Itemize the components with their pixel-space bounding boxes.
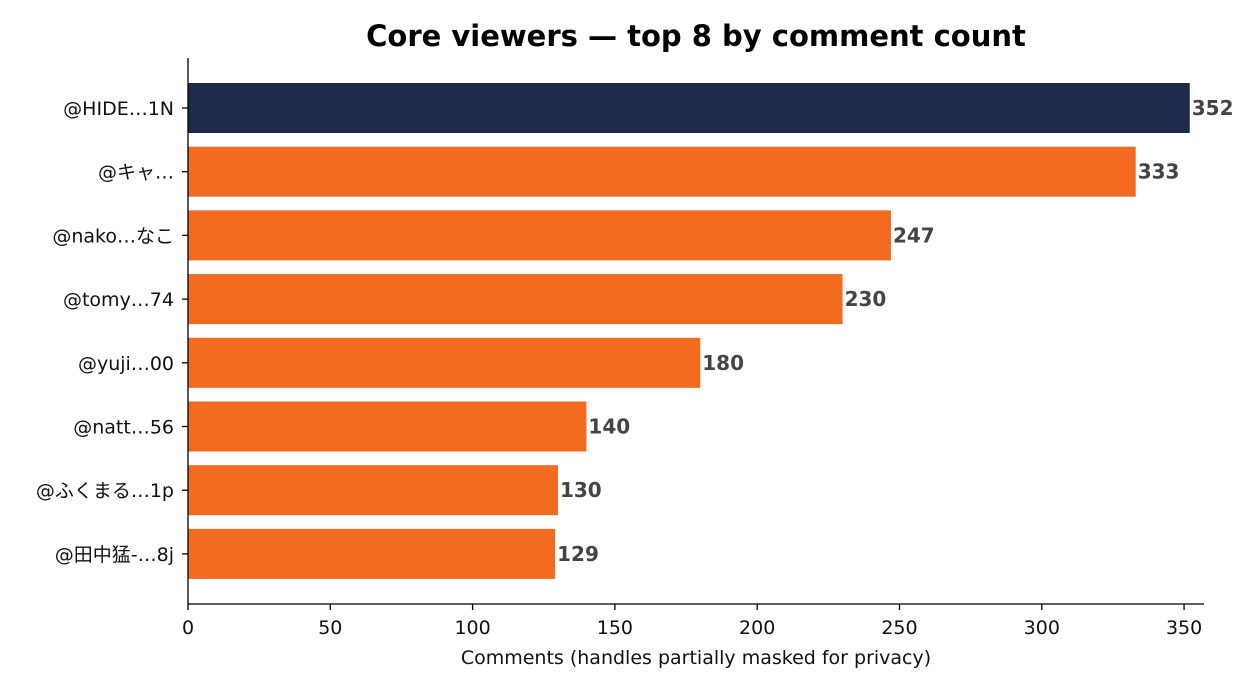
bar-2 [188, 146, 1136, 197]
value-label-2: 333 [1138, 160, 1180, 184]
x-tick-label-0: 0 [182, 617, 194, 639]
value-label-6: 140 [588, 415, 630, 439]
x-tick-label-300: 300 [1024, 617, 1060, 639]
value-label-8: 129 [557, 542, 599, 566]
value-label-7: 130 [560, 478, 602, 502]
x-tick-label-250: 250 [881, 617, 917, 639]
x-axis-ticks: 0 50 100 150 200 250 300 350 [182, 604, 1202, 639]
category-label-1: @HIDE…1N [63, 98, 174, 120]
value-labels-group: 352 333 247 230 180 140 130 129 [557, 96, 1233, 566]
category-label-8: @田中猛-…8j [55, 544, 174, 566]
bar-1 [188, 83, 1190, 133]
value-label-5: 180 [702, 351, 744, 375]
category-label-5: @yuji…00 [78, 353, 174, 375]
bar-6 [188, 401, 587, 452]
category-label-6: @natt…56 [73, 417, 174, 439]
category-label-3: @nako…なこ [52, 225, 174, 247]
chart-title: Core viewers — top 8 by comment count [366, 19, 1026, 53]
value-label-4: 230 [845, 287, 887, 311]
x-tick-label-100: 100 [454, 617, 490, 639]
bar-4 [188, 274, 843, 325]
bars-group [188, 83, 1190, 579]
category-label-2: @キャ… [98, 162, 174, 184]
value-label-1: 352 [1192, 96, 1234, 120]
x-tick-label-50: 50 [318, 617, 342, 639]
x-tick-label-200: 200 [739, 617, 775, 639]
bar-5 [188, 337, 701, 388]
bar-3 [188, 210, 891, 261]
bar-7 [188, 465, 558, 516]
x-tick-label-150: 150 [597, 617, 633, 639]
x-tick-label-350: 350 [1166, 617, 1202, 639]
x-axis-label: Comments (handles partially masked for p… [461, 647, 931, 669]
category-label-4: @tomy…74 [63, 289, 174, 311]
category-label-7: @ふくまる…1p [36, 480, 174, 502]
value-label-3: 247 [893, 223, 935, 247]
category-labels-group: @HIDE…1N @キャ… @nako…なこ @tomy…74 @yuji…00 @nat… [36, 98, 188, 566]
bar-8 [188, 528, 556, 579]
